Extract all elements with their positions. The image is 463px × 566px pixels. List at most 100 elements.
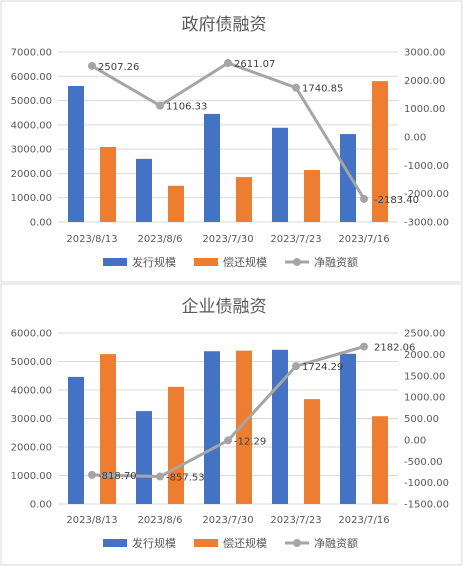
category-label: 2023/7/23 (270, 234, 321, 245)
bar-repayment (236, 177, 252, 222)
left-tick-label: 4000.00 (11, 386, 52, 397)
data-label: 1106.33 (166, 102, 207, 113)
legend-label: 发行规模 (132, 255, 176, 269)
right-tick-label: 0.00 (404, 133, 426, 144)
bar-repayment (372, 416, 388, 504)
net-financing-point (156, 101, 164, 110)
bar-issuance (136, 158, 152, 222)
category-label: 2023/7/16 (338, 515, 389, 526)
bar-repayment (304, 399, 320, 504)
right-tick-label: 1000.00 (404, 393, 445, 404)
legend-swatch-marker (293, 539, 301, 547)
bar-issuance (136, 411, 152, 504)
net-financing-point (224, 59, 232, 68)
bar-issuance (340, 134, 356, 222)
bar-repayment (100, 354, 116, 504)
legend-swatch (103, 258, 127, 266)
data-label: 1740.85 (302, 84, 343, 95)
bar-issuance (68, 376, 84, 504)
right-tick-label: 1000.00 (404, 104, 445, 115)
category-label: 2023/8/6 (138, 515, 183, 526)
bar-issuance (272, 127, 288, 222)
left-tick-label: 5000.00 (11, 96, 52, 107)
right-tick-label: -500.00 (404, 457, 443, 468)
category-label: 2023/7/30 (202, 515, 253, 526)
right-tick-label: 3000.00 (404, 48, 445, 59)
net-financing-point (88, 61, 96, 70)
left-tick-label: 0.00 (30, 500, 52, 511)
right-tick-label: 500.00 (404, 414, 439, 425)
bar-repayment (100, 146, 116, 222)
chart-title: 政府债融资 (182, 15, 267, 35)
bar-repayment (168, 386, 184, 504)
category-label: 2023/8/13 (66, 234, 117, 245)
right-tick-label: -3000.00 (404, 218, 449, 229)
left-tick-label: 6000.00 (11, 329, 52, 340)
left-tick-label: 1000.00 (11, 193, 52, 204)
net-financing-point (224, 436, 232, 445)
left-tick-label: 3000.00 (11, 145, 52, 156)
data-label: 1724.29 (302, 362, 343, 373)
data-label: -857.53 (166, 473, 205, 484)
data-label: -818.70 (98, 471, 137, 482)
left-tick-label: 1000.00 (11, 471, 52, 482)
net-financing-point (156, 472, 164, 481)
legend-swatch (103, 539, 127, 547)
legend-label: 净融资额 (314, 536, 358, 550)
bar-issuance (68, 86, 84, 222)
net-financing-point (292, 83, 300, 92)
net-financing-point (360, 194, 368, 203)
bar-repayment (236, 350, 252, 504)
right-tick-label: 2000.00 (404, 350, 445, 361)
legend-swatch-marker (293, 258, 301, 266)
category-label: 2023/7/16 (338, 234, 389, 245)
legend-label: 偿还规模 (223, 536, 267, 550)
data-label: 2611.07 (234, 59, 275, 70)
bar-issuance (204, 113, 220, 222)
chart-panel-1: 政府债融资 0.00 1000.00 2000.00 3000.00 4000.00 500… (0, 0, 463, 283)
left-tick-label: 0.00 (30, 218, 52, 229)
right-tick-label: 0.00 (404, 435, 426, 446)
right-tick-label: 2000.00 (404, 76, 445, 87)
left-tick-label: 5000.00 (11, 357, 52, 368)
legend: 发行规模 偿还规模 净融资额 (103, 255, 358, 269)
right-tick-label: -1500.00 (404, 500, 449, 511)
net-financing-point (360, 342, 368, 351)
left-tick-label: 6000.00 (11, 72, 52, 83)
legend: 发行规模 偿还规模 净融资额 (103, 536, 358, 550)
net-financing-point (292, 362, 300, 371)
left-tick-label: 2000.00 (11, 443, 52, 454)
left-tick-label: 2000.00 (11, 169, 52, 180)
category-label: 2023/8/13 (66, 515, 117, 526)
right-tick-label: -1000.00 (404, 161, 449, 172)
net-financing-point (88, 470, 96, 479)
left-tick-label: 3000.00 (11, 414, 52, 425)
left-tick-label: 7000.00 (11, 48, 52, 59)
chart-title: 企业债融资 (182, 297, 267, 317)
category-label: 2023/7/30 (202, 234, 253, 245)
legend-swatch (194, 539, 218, 547)
right-tick-label: 2500.00 (404, 329, 445, 340)
left-tick-label: 4000.00 (11, 120, 52, 131)
right-tick-label: 1500.00 (404, 371, 445, 382)
category-label: 2023/7/23 (270, 515, 321, 526)
legend-label: 净融资额 (314, 255, 358, 269)
bar-repayment (372, 81, 388, 223)
right-tick-label: -1000.00 (404, 478, 449, 489)
right-tick-label: -2000.00 (404, 189, 449, 200)
bar-repayment (168, 185, 184, 222)
data-label: -2183.40 (374, 195, 419, 206)
data-label: 2507.26 (98, 62, 139, 73)
category-label: 2023/8/6 (138, 234, 183, 245)
legend-label: 偿还规模 (223, 255, 267, 269)
bar-issuance (340, 353, 356, 504)
chart-panel-2: 企业债融资 0.00 1000.00 2000.00 3000.00 4000.00 500… (0, 283, 463, 566)
data-label: 2182.06 (374, 343, 415, 354)
data-label: -12.29 (234, 436, 266, 447)
bar-repayment (304, 170, 320, 222)
bar-issuance (272, 349, 288, 504)
legend-label: 发行规模 (132, 536, 176, 550)
legend-swatch (194, 258, 218, 266)
bar-issuance (204, 351, 220, 504)
